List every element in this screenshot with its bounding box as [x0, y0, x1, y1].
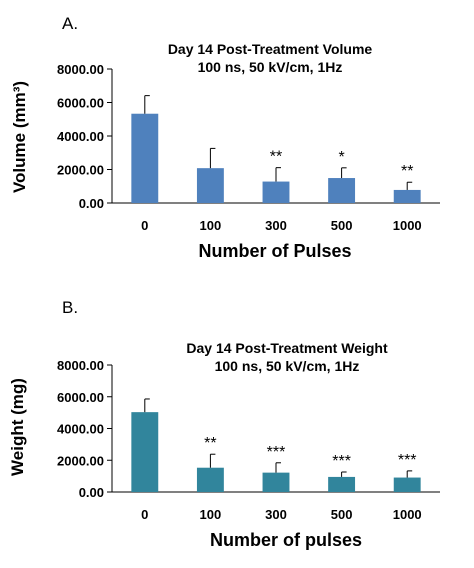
x-tick-label: 1000 [393, 507, 422, 522]
x-tick-label: 300 [265, 218, 287, 233]
y-tick-label: 2000.00 [57, 453, 104, 468]
chart-title: Day 14 Post-Treatment Volume [168, 41, 373, 57]
x-tick-label: 0 [141, 507, 148, 522]
significance-marker: ** [204, 435, 216, 452]
bar [393, 189, 421, 203]
significance-marker: * [338, 149, 344, 166]
bar [196, 467, 224, 492]
x-tick-label: 500 [331, 507, 353, 522]
y-axis-label: Volume (mm³) [10, 81, 29, 193]
y-tick-label: 6000.00 [57, 96, 104, 111]
bar [131, 113, 159, 203]
bar [328, 476, 356, 492]
chart-subtitle: 100 ns, 50 kV/cm, 1Hz [215, 358, 360, 374]
x-tick-label: 100 [200, 507, 222, 522]
bar [262, 472, 290, 492]
x-tick-label: 300 [265, 507, 287, 522]
bar [262, 181, 290, 203]
panel-label: A. [62, 14, 78, 33]
significance-marker: *** [398, 452, 417, 469]
bar [196, 168, 224, 203]
bar [393, 477, 421, 492]
y-tick-label: 8000.00 [57, 358, 104, 373]
chart-title: Day 14 Post-Treatment Weight [186, 340, 388, 356]
y-tick-label: 8000.00 [57, 62, 104, 77]
x-tick-label: 0 [141, 218, 148, 233]
y-tick-label: 6000.00 [57, 390, 104, 405]
chart-subtitle: 100 ns, 50 kV/cm, 1Hz [198, 59, 343, 75]
y-tick-label: 4000.00 [57, 422, 104, 437]
significance-marker: ** [270, 149, 282, 166]
significance-marker: ** [401, 163, 413, 180]
x-axis-label: Number of pulses [210, 530, 362, 550]
significance-marker: *** [267, 444, 286, 461]
x-tick-label: 1000 [393, 218, 422, 233]
bar [328, 178, 356, 203]
y-tick-label: 0.00 [79, 485, 104, 500]
y-tick-label: 2000.00 [57, 163, 104, 178]
significance-marker: *** [332, 453, 351, 470]
panel-label: B. [62, 298, 78, 317]
y-axis-label: Weight (mg) [8, 378, 27, 476]
y-tick-label: 4000.00 [57, 129, 104, 144]
x-axis-label: Number of Pulses [198, 241, 351, 261]
bar [131, 412, 159, 492]
chart-panel-a: A. Day 14 Post-Treatment Volume 100 ns, … [10, 14, 440, 261]
x-tick-label: 500 [331, 218, 353, 233]
x-tick-label: 100 [200, 218, 222, 233]
y-tick-label: 0.00 [79, 196, 104, 211]
chart-panel-b: B. Day 14 Post-Treatment Weight 100 ns, … [8, 298, 440, 550]
